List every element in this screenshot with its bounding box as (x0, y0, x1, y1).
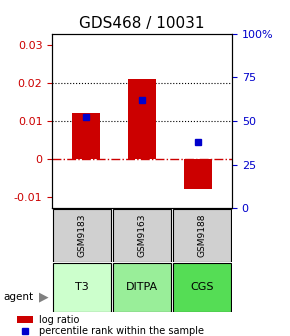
FancyBboxPatch shape (113, 209, 171, 261)
FancyBboxPatch shape (53, 209, 111, 261)
Bar (128, 79, 156, 159)
Title: GDS468 / 10031: GDS468 / 10031 (79, 16, 205, 31)
Text: DITPA: DITPA (126, 282, 158, 292)
Bar (17, 316, 33, 323)
Text: GSM9163: GSM9163 (137, 213, 147, 257)
Text: GSM9183: GSM9183 (78, 213, 87, 257)
FancyBboxPatch shape (173, 263, 231, 312)
FancyBboxPatch shape (173, 209, 231, 261)
Text: GSM9188: GSM9188 (197, 213, 206, 257)
FancyBboxPatch shape (53, 263, 111, 312)
Text: agent: agent (3, 292, 33, 302)
FancyBboxPatch shape (113, 263, 171, 312)
Text: log ratio: log ratio (39, 314, 79, 325)
Text: percentile rank within the sample: percentile rank within the sample (39, 326, 204, 336)
Text: CGS: CGS (190, 282, 214, 292)
Text: ▶: ▶ (39, 291, 49, 304)
Bar (184, 159, 212, 189)
Bar (72, 113, 100, 159)
Text: T3: T3 (75, 282, 89, 292)
